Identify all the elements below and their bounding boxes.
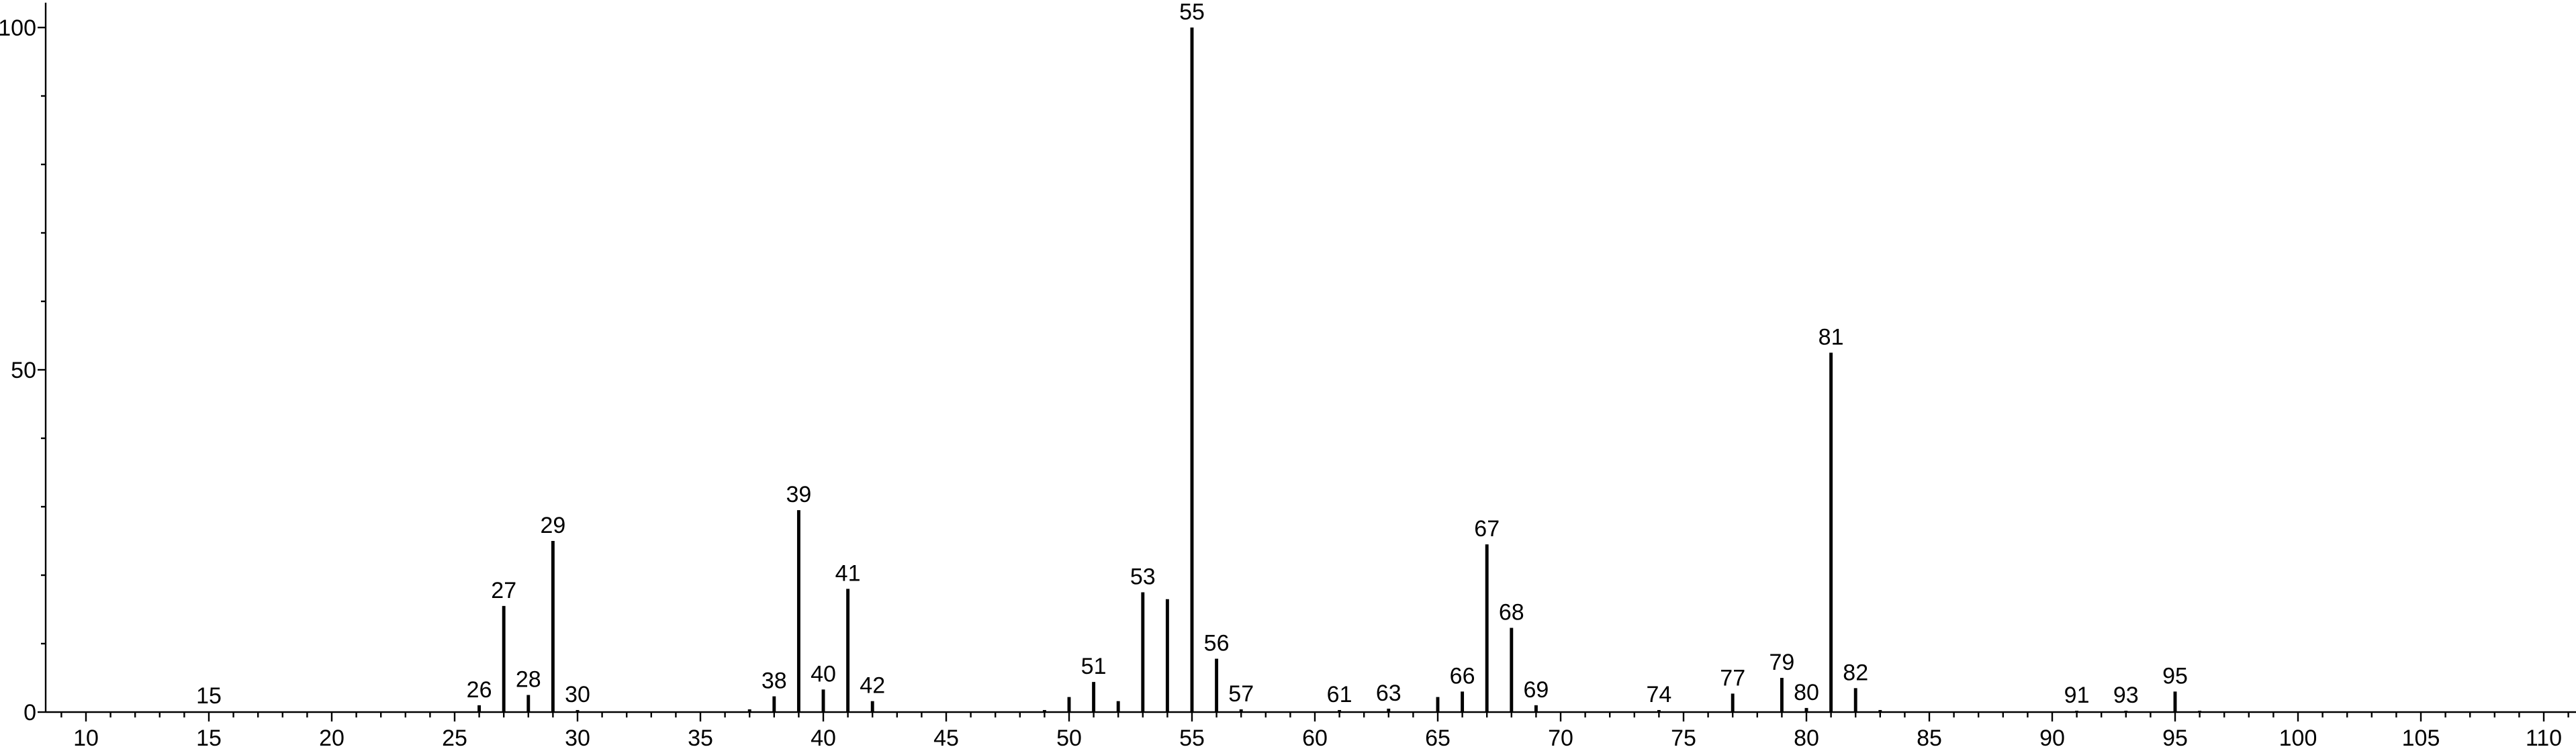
peak-label: 15 bbox=[196, 683, 222, 709]
peak-label: 66 bbox=[1450, 663, 1475, 689]
peak-label: 40 bbox=[811, 661, 836, 687]
peak-label: 38 bbox=[762, 668, 787, 694]
peak-label: 26 bbox=[467, 677, 492, 703]
peak-label: 56 bbox=[1204, 630, 1230, 656]
peak-label: 81 bbox=[1819, 325, 1844, 350]
x-tick-label: 45 bbox=[933, 726, 959, 749]
x-tick-label: 25 bbox=[442, 726, 467, 749]
peak-label: 41 bbox=[835, 560, 861, 586]
x-ticks-layer: 10 15 20 25 30 35 40 45 50 55 60 65 70 75 80 85 90 95 100 1… bbox=[60, 712, 2569, 749]
x-tick-label: 100 bbox=[2279, 726, 2317, 749]
peak-label: 30 bbox=[565, 682, 590, 707]
peak-label: 68 bbox=[1499, 600, 1524, 626]
peak-label: 77 bbox=[1720, 665, 1745, 691]
peak-label: 74 bbox=[1646, 682, 1671, 707]
peak-label: 39 bbox=[786, 482, 811, 507]
y-ticks-layer: 0 50 100 bbox=[0, 15, 46, 726]
x-tick-label: 80 bbox=[1794, 726, 1819, 749]
x-tick-label: 50 bbox=[1056, 726, 1082, 749]
y-tick-label: 0 bbox=[24, 700, 36, 726]
x-tick-label: 70 bbox=[1548, 726, 1573, 749]
peak-label: 28 bbox=[516, 667, 541, 693]
peak-label: 53 bbox=[1130, 564, 1156, 590]
peaks-layer bbox=[207, 28, 2202, 712]
peak-label: 95 bbox=[2162, 663, 2188, 689]
peak-label: 55 bbox=[1179, 0, 1205, 25]
peak-label: 42 bbox=[860, 673, 885, 699]
x-tick-label: 60 bbox=[1302, 726, 1328, 749]
peak-label: 29 bbox=[540, 513, 565, 538]
x-tick-label: 90 bbox=[2039, 726, 2065, 749]
peak-label: 27 bbox=[491, 578, 516, 603]
x-tick-label: 75 bbox=[1671, 726, 1696, 749]
x-tick-label: 110 bbox=[2526, 726, 2562, 749]
x-tick-label: 30 bbox=[565, 726, 590, 749]
peak-label: 61 bbox=[1327, 682, 1352, 707]
y-tick-label: 100 bbox=[0, 15, 36, 41]
x-tick-label: 85 bbox=[1917, 726, 1942, 749]
x-tick-label: 95 bbox=[2162, 726, 2188, 749]
peak-label: 80 bbox=[1794, 680, 1819, 705]
peak-label: 91 bbox=[2064, 683, 2090, 708]
peak-label: 79 bbox=[1769, 650, 1794, 675]
x-tick-label: 40 bbox=[811, 726, 836, 749]
x-tick-label: 105 bbox=[2402, 726, 2440, 749]
x-tick-label: 10 bbox=[73, 726, 99, 749]
y-tick-label: 50 bbox=[11, 358, 36, 383]
peak-label: 69 bbox=[1523, 677, 1549, 703]
peak-label: 82 bbox=[1843, 660, 1868, 685]
peak-label: 57 bbox=[1228, 681, 1254, 707]
x-tick-label: 35 bbox=[688, 726, 713, 749]
peak-labels-layer: 15 26 27 28 29 30 38 39 40 41 42 51 53 55 56 57 61 63 66 67… bbox=[196, 0, 2188, 709]
x-tick-label: 15 bbox=[196, 726, 222, 749]
peak-label: 63 bbox=[1376, 681, 1401, 706]
x-tick-label: 20 bbox=[319, 726, 344, 749]
peak-label: 51 bbox=[1081, 654, 1107, 679]
axes-layer bbox=[44, 3, 2576, 713]
x-tick-label: 65 bbox=[1425, 726, 1451, 749]
peak-label: 67 bbox=[1474, 516, 1500, 542]
peak-label: 93 bbox=[2113, 683, 2139, 708]
x-tick-label: 55 bbox=[1179, 726, 1205, 749]
